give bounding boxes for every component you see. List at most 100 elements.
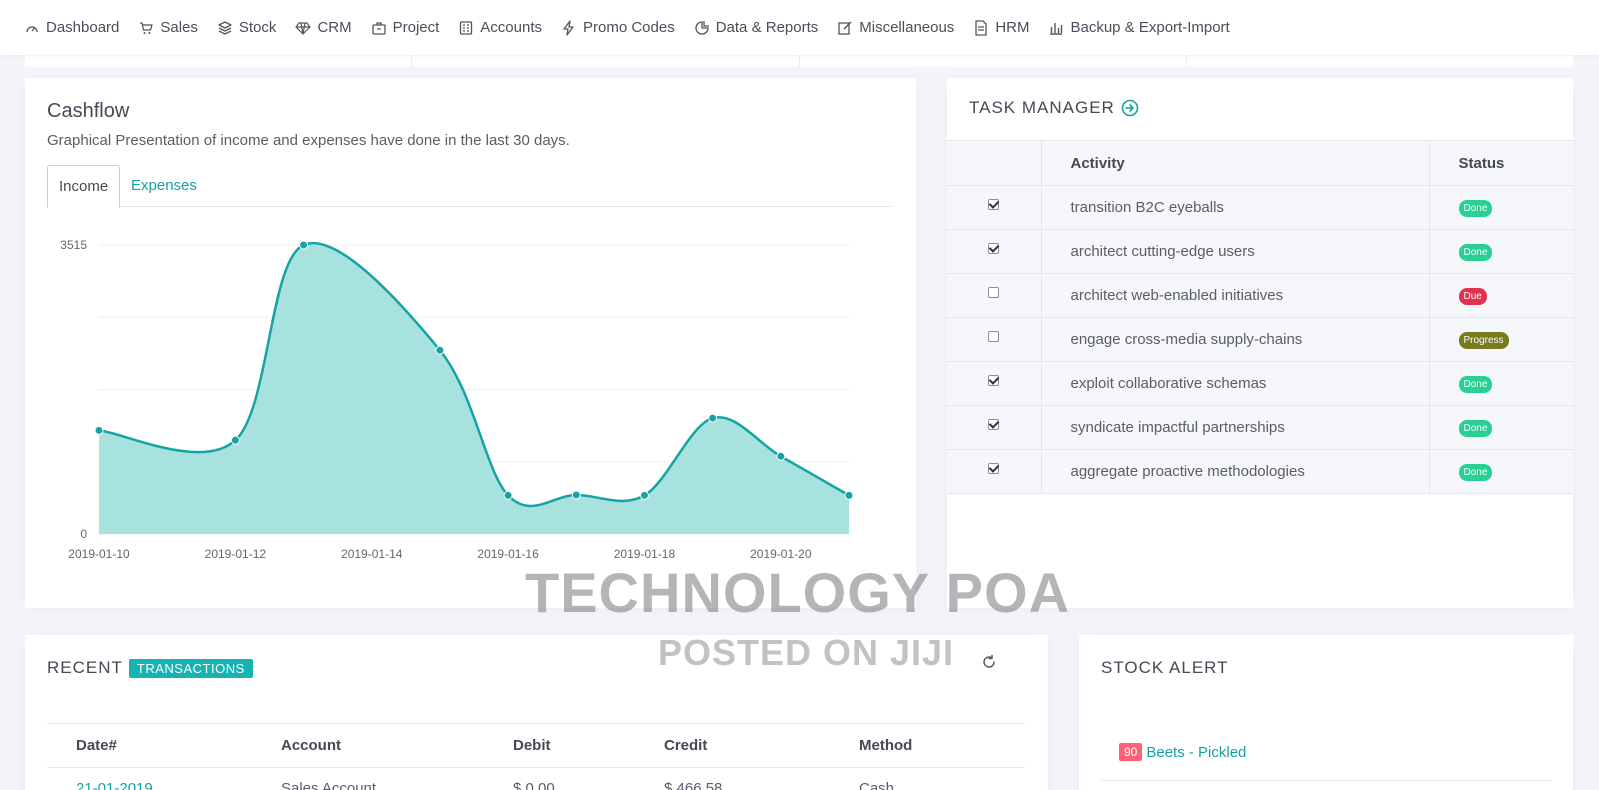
nav-item-dashboard[interactable]: Dashboard — [24, 0, 119, 55]
task-checkbox[interactable] — [988, 287, 1000, 298]
income-area-chart: 0 3515 2019-01-10 2019-01-12 2019-01-14 2019-… — [60, 238, 854, 561]
file-icon — [973, 19, 989, 36]
watermark-line-2: POSTED ON JIJI — [658, 632, 955, 673]
table-row: syndicate impactful partnerships Done — [947, 405, 1573, 450]
nav-item-project[interactable]: Project — [371, 0, 439, 55]
nav-item-label: Promo Codes — [583, 19, 675, 36]
column-header-check — [947, 140, 1042, 186]
data-point — [435, 345, 445, 355]
status-badge: Done — [1458, 244, 1493, 261]
nav-item-label: CRM — [317, 19, 352, 36]
stat-card — [25, 55, 413, 67]
nav-item-hrm[interactable]: HRM — [973, 0, 1029, 55]
task-activity: engage cross-media supply-chains — [1041, 317, 1430, 362]
task-checkbox-cell — [947, 317, 1042, 362]
task-status-cell: Done — [1429, 229, 1573, 274]
task-manager-title: TASK MANAGER — [969, 98, 1115, 117]
task-checkbox-cell — [947, 229, 1042, 274]
data-point — [639, 490, 649, 500]
nav-item-data-reports[interactable]: Data & Reports — [694, 0, 819, 55]
task-checkbox-cell — [947, 361, 1042, 406]
data-point — [299, 240, 309, 250]
briefcase-icon — [371, 20, 387, 36]
task-checkbox[interactable] — [988, 463, 1000, 474]
task-activity: aggregate proactive methodologies — [1041, 449, 1430, 494]
nav-item-crm[interactable]: CRM — [295, 0, 352, 55]
task-table-header: Activity Status — [947, 140, 1573, 186]
data-point — [94, 425, 104, 435]
data-point — [503, 490, 513, 500]
x-tick-label: 2019-01-20 — [750, 547, 812, 561]
cashflow-subtitle: Graphical Presentation of income and exp… — [47, 132, 570, 149]
task-manager-header: TASK MANAGER — [969, 98, 1139, 118]
task-manager-card: TASK MANAGER Activity Status transition … — [947, 78, 1573, 608]
watermark-line-1: TECHNOLOGY POA — [525, 561, 1071, 624]
recent-transactions-card: RECENT TRANSACTIONS Date# Account Debit … — [25, 635, 1048, 790]
calculator-icon — [458, 20, 474, 36]
transaction-method: Cash — [859, 780, 895, 790]
task-activity: architect cutting-edge users — [1041, 229, 1430, 274]
refresh-icon[interactable] — [980, 653, 998, 671]
table-row: engage cross-media supply-chains Progress — [947, 317, 1573, 362]
transaction-date-link[interactable]: 21-01-2019 — [76, 780, 153, 790]
task-checkbox[interactable] — [988, 243, 1000, 254]
x-tick-label: 2019-01-14 — [341, 547, 403, 561]
stock-item-name[interactable]: Beets - Pickled — [1146, 743, 1247, 761]
nav-item-label: Dashboard — [46, 19, 120, 36]
task-status-cell: Done — [1429, 185, 1573, 230]
y-tick-label: 3515 — [60, 238, 87, 252]
task-status-cell: Done — [1429, 449, 1573, 494]
column-header-credit: Credit — [664, 737, 708, 754]
task-activity: architect web-enabled initiatives — [1041, 273, 1430, 318]
nav-item-label: Data & Reports — [715, 19, 819, 36]
table-row: transition B2C eyeballs Done — [947, 185, 1573, 230]
layers-icon — [217, 20, 233, 36]
column-header-status: Status — [1429, 140, 1573, 186]
table-row: architect cutting-edge users Done — [947, 229, 1573, 274]
table-row: exploit collaborative schemas Done — [947, 361, 1573, 406]
task-checkbox[interactable] — [988, 375, 1000, 386]
data-point — [844, 490, 854, 500]
x-tick-label: 2019-01-18 — [614, 547, 676, 561]
task-checkbox[interactable] — [988, 331, 1000, 342]
x-tick-label: 2019-01-10 — [68, 547, 130, 561]
stock-count-badge: 90 — [1119, 743, 1143, 761]
nav-item-accounts[interactable]: Accounts — [458, 0, 542, 55]
data-point — [571, 490, 581, 500]
nav-item-label: Stock — [238, 19, 277, 36]
status-badge: Done — [1458, 200, 1493, 217]
column-header-account: Account — [281, 737, 341, 754]
cashflow-title: Cashflow — [47, 100, 130, 122]
nav-item-miscellaneous[interactable]: Miscellaneous — [837, 0, 954, 55]
status-badge: Progress — [1458, 332, 1509, 349]
task-activity: exploit collaborative schemas — [1041, 361, 1430, 406]
nav-item-label: HRM — [995, 19, 1030, 36]
transactions-tag: TRANSACTIONS — [128, 658, 253, 678]
nav-item-label: Accounts — [480, 19, 542, 36]
stat-cards-strip — [25, 55, 1573, 67]
nav-item-label: Sales — [160, 19, 198, 36]
tab-expenses[interactable]: Expenses — [131, 177, 197, 194]
task-checkbox[interactable] — [988, 199, 1000, 210]
y-tick-label: 0 — [80, 527, 87, 541]
nav-item-sales[interactable]: Sales — [138, 0, 198, 55]
task-status-cell: Progress — [1429, 317, 1573, 362]
tab-income[interactable]: Income — [47, 165, 121, 208]
arrow-circle-right-icon[interactable] — [1121, 99, 1139, 117]
column-header-debit: Debit — [513, 737, 551, 754]
task-status-cell: Done — [1429, 405, 1573, 450]
data-point — [776, 451, 786, 461]
status-badge: Done — [1458, 464, 1493, 481]
recent-transactions-header: RECENT TRANSACTIONS — [47, 658, 253, 678]
income-area-fill — [99, 243, 849, 534]
nav-item-backup-export-import[interactable]: Backup & Export-Import — [1048, 0, 1230, 55]
nav-item-promo-codes[interactable]: Promo Codes — [561, 0, 675, 55]
stat-card — [1187, 55, 1573, 67]
nav-item-stock[interactable]: Stock — [217, 0, 277, 55]
stat-card — [800, 55, 1187, 67]
task-table: Activity Status transition B2C eyeballs D… — [947, 140, 1573, 494]
task-checkbox[interactable] — [988, 419, 1000, 430]
transaction-credit: $ 466.58 — [664, 780, 723, 790]
bar-chart-icon — [1048, 20, 1064, 36]
stock-alert-item[interactable]: 90 Beets - Pickled — [1119, 743, 1246, 761]
